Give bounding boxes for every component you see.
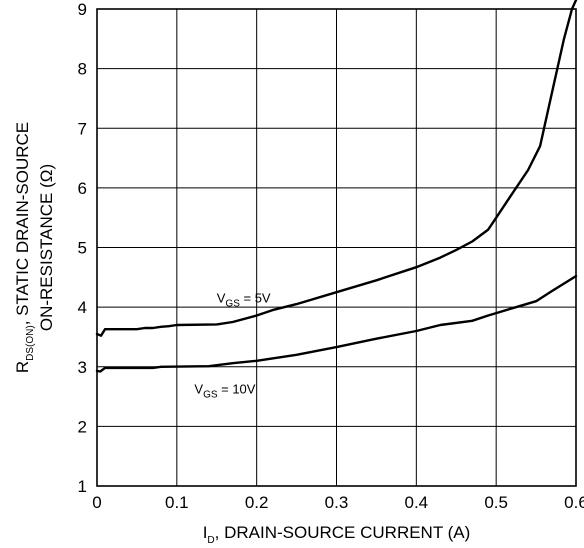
y-axis-label-line2: ON-RESISTANCE (Ω) (37, 164, 56, 331)
x-axis-label-main: I (203, 523, 208, 542)
series-line-1 (95, 274, 578, 373)
y-axis-label: RDS(ON), STATIC DRAIN-SOURCE ON-RESISTAN… (13, 122, 56, 373)
x-axis-label-sub: D (207, 535, 214, 546)
y-tick-label: 7 (78, 119, 87, 138)
x-tick-label: 0.6 (564, 493, 584, 512)
x-tick-label: 0.5 (484, 493, 508, 512)
series-label-rest: = 10V (218, 382, 256, 397)
y-axis-label-rest: , STATIC DRAIN-SOURCE (13, 122, 32, 325)
series-label-main: V (194, 382, 203, 397)
y-tick-label: 6 (78, 179, 87, 198)
y-tick-label: 8 (78, 60, 87, 79)
series-label-main: V (217, 290, 226, 305)
y-tick-label: 1 (78, 477, 87, 496)
x-tick-labels: 0 0.1 0.2 0.3 0.4 0.5 0.6 (92, 493, 584, 512)
x-axis-label-rest: , DRAIN-SOURCE CURRENT (A) (215, 523, 471, 542)
series-label-sub: GS (225, 298, 240, 309)
x-tick-label: 0.1 (165, 493, 189, 512)
y-tick-label: 9 (78, 0, 87, 19)
series-label-vgs-10v: VGS = 10V (194, 382, 255, 401)
y-axis-label-main: R (13, 361, 32, 373)
grid (97, 9, 576, 486)
series-line-0 (95, 0, 578, 337)
plot-frame (96, 8, 577, 487)
y-tick-label: 3 (78, 358, 87, 377)
y-tick-label: 5 (78, 239, 87, 258)
series-label-sub: GS (203, 390, 218, 401)
y-tick-label: 4 (78, 298, 87, 317)
x-tick-label: 0.4 (405, 493, 429, 512)
x-tick-label: 0.2 (245, 493, 269, 512)
series-label-vgs-5v: VGS = 5V (217, 290, 271, 309)
y-axis-label-line1: RDS(ON), STATIC DRAIN-SOURCE (13, 122, 36, 373)
series-labels: VGS = 5V VGS = 10V (194, 290, 271, 400)
series-group (95, 0, 578, 373)
x-tick-label: 0 (92, 493, 101, 512)
y-tick-label: 2 (78, 417, 87, 436)
x-axis-label: ID, DRAIN-SOURCE CURRENT (A) (203, 523, 471, 546)
x-tick-label: 0.3 (325, 493, 349, 512)
y-axis-label-sub: DS(ON) (25, 325, 36, 361)
y-tick-labels: 1 2 3 4 5 6 7 8 9 (78, 0, 87, 496)
series-label-rest: = 5V (240, 290, 271, 305)
